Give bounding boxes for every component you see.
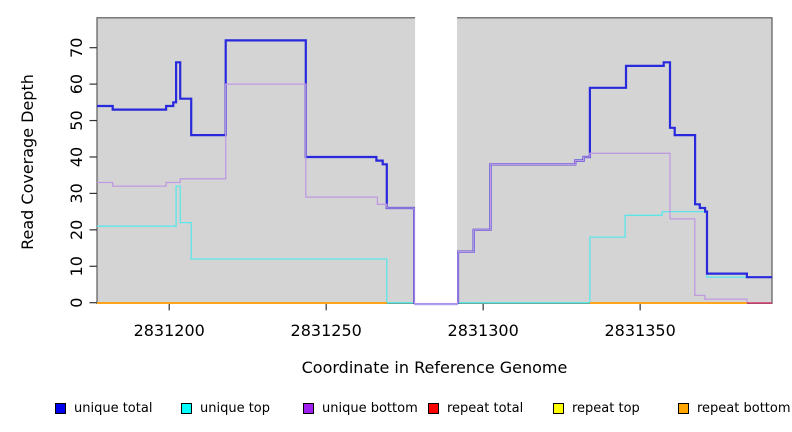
y-tick-label: 30 [67, 183, 86, 203]
legend-swatch-repeat-total [428, 402, 439, 414]
unique-bottom-line [97, 83, 748, 304]
y-tick-label: 50 [67, 110, 86, 130]
y-axis-title: Read Coverage Depth [18, 74, 37, 250]
legend: unique total unique top unique bottom repea… [0, 396, 792, 422]
x-axis-title: Coordinate in Reference Genome [301, 358, 568, 377]
legend-item-unique-total: unique total [55, 396, 152, 420]
legend-swatch-repeat-bottom [678, 402, 689, 414]
legend-swatch-repeat-top [553, 402, 564, 414]
legend-item-repeat-bottom: repeat bottom [678, 396, 791, 420]
no-data-gap [415, 12, 458, 303]
y-tick-label: 0 [67, 298, 86, 308]
legend-item-repeat-total: repeat total [428, 396, 523, 420]
legend-label-unique-total: unique total [74, 400, 153, 416]
legend-label-unique-bottom: unique bottom [322, 400, 418, 416]
x-tick-label: 2831200 [134, 321, 205, 340]
y-tick-label: 70 [67, 38, 86, 58]
y-tick-label: 40 [67, 147, 86, 167]
legend-label-repeat-total: repeat total [447, 400, 524, 416]
y-tick-label: 20 [67, 220, 86, 240]
legend-item-unique-bottom: unique bottom [303, 396, 418, 420]
y-tick-label: 60 [67, 74, 86, 94]
legend-label-repeat-bottom: repeat bottom [697, 400, 791, 416]
legend-item-repeat-top: repeat top [553, 396, 640, 420]
x-tick-label: 2831250 [291, 321, 362, 340]
legend-swatch-unique-total [55, 402, 66, 414]
legend-label-unique-top: unique top [200, 400, 271, 416]
legend-swatch-unique-top [181, 402, 192, 414]
x-tick-label: 2831300 [448, 321, 519, 340]
y-tick-label: 10 [67, 256, 86, 276]
x-tick-label: 2831350 [605, 321, 676, 340]
legend-swatch-unique-bottom [303, 402, 314, 414]
legend-label-repeat-top: repeat top [572, 400, 640, 416]
legend-item-unique-top: unique top [181, 396, 270, 420]
